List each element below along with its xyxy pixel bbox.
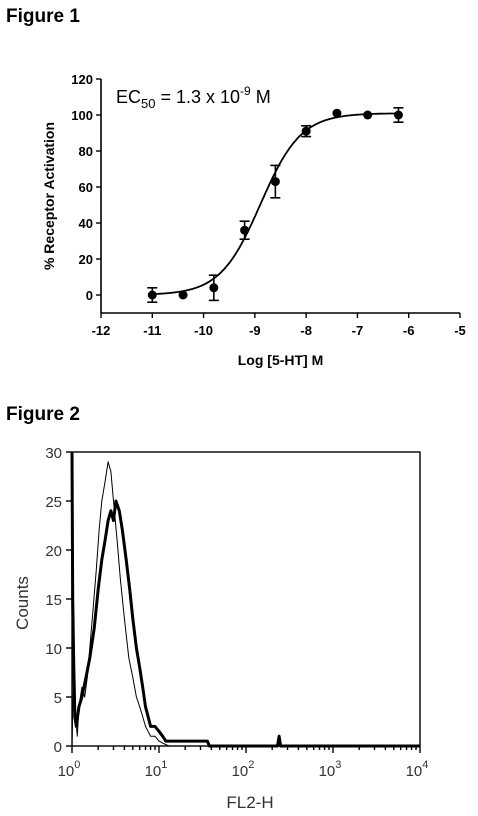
ec50-exponent: -9 xyxy=(240,84,251,98)
x-axis-label: Log [5-HT] M xyxy=(238,352,324,368)
data-point xyxy=(332,108,342,118)
x-tick-label: -12 xyxy=(92,323,111,338)
x-tick-label: -8 xyxy=(300,323,312,338)
data-point xyxy=(301,126,311,136)
x-tick-label: 101 xyxy=(145,759,168,780)
data-point xyxy=(240,225,250,235)
y-tick-label: 20 xyxy=(79,252,93,267)
y-tick-label: 40 xyxy=(79,216,93,231)
fit-curve xyxy=(149,112,398,296)
x-tick-label: -11 xyxy=(143,323,161,338)
y-tick-label: 0 xyxy=(54,739,62,756)
y-tick-label: 15 xyxy=(45,592,62,609)
y-tick-label: 100 xyxy=(71,108,93,123)
x-axis-label-fl2h: FL2-H xyxy=(226,793,273,812)
x-tick-label: 103 xyxy=(319,759,342,780)
dose-response-axes xyxy=(100,79,460,314)
data-point xyxy=(147,290,157,300)
dose-response-ticks: -12 -11 -10 -9 -8 -7 -6 -5 0 20 40 60 80 100 120 xyxy=(71,72,465,338)
x-tick-label: -9 xyxy=(249,323,261,338)
y-tick-label: 60 xyxy=(79,180,93,195)
y-tick-label: 10 xyxy=(45,641,62,658)
y-axis-label: % Receptor Activation xyxy=(41,122,57,270)
x-tick-label: -10 xyxy=(194,323,213,338)
histogram-ticks: 0 5 10 15 20 25 30 100 101 102 103 104 xyxy=(45,445,428,780)
x-tick-label: 102 xyxy=(232,759,255,780)
plot-frame xyxy=(71,451,421,747)
x-tick-label: -6 xyxy=(403,323,415,338)
ec50-subscript: 50 xyxy=(141,96,155,111)
y-tick-label: 25 xyxy=(45,494,62,511)
ec50-prefix: EC xyxy=(116,87,141,107)
figure-1-title: Figure 1 xyxy=(6,6,80,27)
dose-response-fit-group xyxy=(149,112,398,296)
y-tick-label: 30 xyxy=(45,445,62,462)
data-point xyxy=(209,283,219,293)
histogram-series xyxy=(70,451,420,748)
y-tick-label: 20 xyxy=(45,543,62,560)
x-tick-label: 100 xyxy=(58,759,81,780)
dose-response-points xyxy=(147,107,404,304)
y-tick-label: 120 xyxy=(71,72,93,87)
histogram-thick-line xyxy=(70,451,420,748)
data-point xyxy=(393,110,403,120)
data-point xyxy=(178,290,188,300)
x-tick-label: -5 xyxy=(454,323,466,338)
ec50-value: = 1.3 x 10 xyxy=(155,87,240,107)
histogram-axes xyxy=(71,451,421,747)
histogram-thin-line xyxy=(71,461,420,747)
figure-2-title: Figure 2 xyxy=(6,404,80,425)
data-point xyxy=(270,177,280,187)
y-tick-label: 80 xyxy=(79,144,93,159)
x-tick-label: -7 xyxy=(352,323,364,338)
y-tick-label: 0 xyxy=(86,288,93,303)
y-tick-label: 5 xyxy=(54,690,62,707)
y-axis-label-counts: Counts xyxy=(13,576,32,630)
ec50-annotation: EC50 = 1.3 x 10-9 M xyxy=(116,84,271,111)
x-tick-label: 104 xyxy=(406,759,429,780)
dose-response-chart: -12 -11 -10 -9 -8 -7 -6 -5 0 20 40 60 80 100 120 Log [… xyxy=(41,72,466,368)
ec50-unit: M xyxy=(251,87,271,107)
data-point xyxy=(363,110,373,120)
